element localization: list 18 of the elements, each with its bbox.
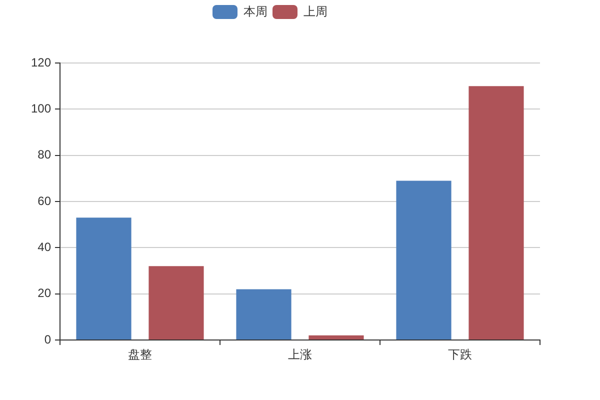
y-tick-label: 100 <box>30 101 52 116</box>
y-tick-label: 120 <box>30 55 52 70</box>
x-tick-label: 上涨 <box>288 348 312 362</box>
x-tick-label: 下跌 <box>448 348 472 362</box>
bar <box>468 86 524 340</box>
y-tick-label: 20 <box>38 286 52 300</box>
y-tick-label: 0 <box>44 332 52 346</box>
bar <box>396 180 452 340</box>
y-tick-label: 60 <box>38 194 52 208</box>
legend-label: 上周 <box>304 4 328 18</box>
bar <box>308 335 364 340</box>
bar <box>236 289 292 340</box>
y-tick-label: 40 <box>38 240 52 254</box>
x-tick-label: 盘整 <box>128 348 152 362</box>
y-tick-label: 80 <box>38 148 52 162</box>
bar <box>148 266 204 340</box>
bar <box>76 218 132 340</box>
legend-label: 本周 <box>244 4 268 18</box>
